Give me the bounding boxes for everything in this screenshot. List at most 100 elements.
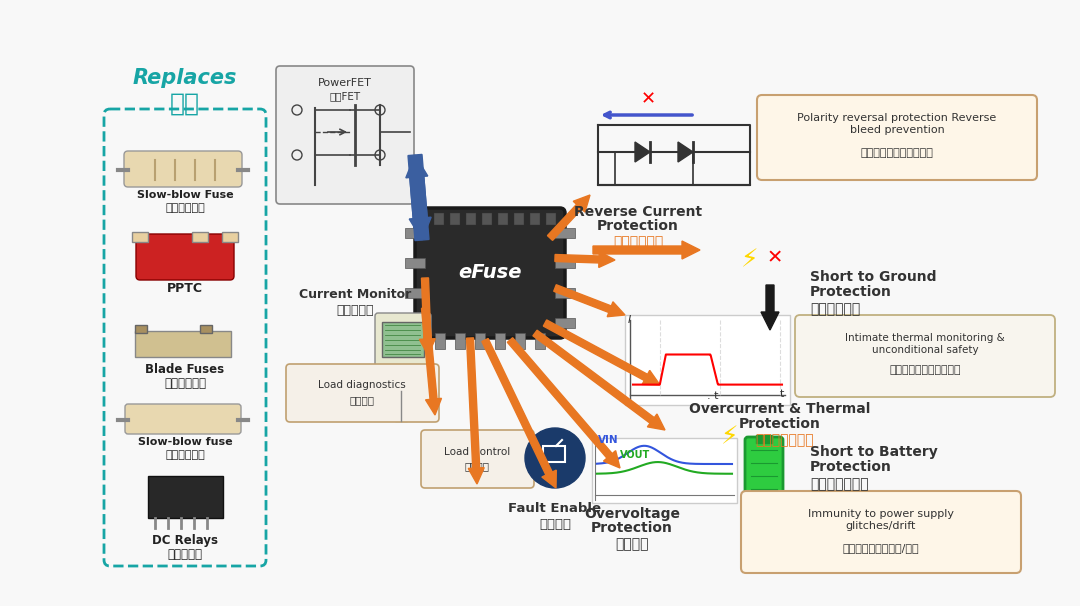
Polygon shape (421, 308, 442, 415)
Text: 电流监控器: 电流监控器 (336, 304, 374, 316)
Text: Load diagnostics: Load diagnostics (319, 380, 406, 390)
Circle shape (525, 428, 585, 488)
Text: 直流继电器: 直流继电器 (167, 548, 203, 561)
Polygon shape (467, 338, 484, 484)
FancyBboxPatch shape (136, 234, 234, 280)
Text: ⚡: ⚡ (741, 248, 759, 272)
Bar (450, 213, 460, 225)
Text: VOUT: VOUT (620, 450, 650, 460)
Text: Replaces: Replaces (133, 68, 238, 88)
Text: PowerFET: PowerFET (319, 78, 372, 88)
Polygon shape (635, 142, 650, 162)
Bar (455, 333, 465, 349)
Text: 刀片式保险丝: 刀片式保险丝 (164, 377, 206, 390)
Text: Load Control: Load Control (444, 447, 510, 457)
FancyBboxPatch shape (795, 315, 1055, 397)
Text: Protection: Protection (597, 219, 679, 233)
Text: 过流和过热保护: 过流和过热保护 (755, 433, 813, 447)
Bar (555, 318, 575, 328)
Bar (555, 288, 575, 298)
FancyBboxPatch shape (741, 491, 1021, 573)
Polygon shape (419, 278, 435, 355)
Polygon shape (543, 320, 660, 385)
Text: 密切的热监测和无忧安全: 密切的热监测和无忧安全 (889, 365, 961, 375)
Text: ✕: ✕ (640, 90, 656, 108)
Text: Overcurrent & Thermal: Overcurrent & Thermal (689, 402, 870, 416)
Bar (405, 288, 426, 298)
FancyBboxPatch shape (745, 437, 783, 508)
Text: Protection: Protection (810, 460, 892, 474)
Text: Short to Ground: Short to Ground (810, 270, 936, 284)
Bar (434, 213, 444, 225)
Text: Slow-blow Fuse: Slow-blow Fuse (137, 190, 233, 200)
Bar (135, 325, 147, 333)
Text: 负载控制: 负载控制 (464, 461, 489, 471)
Text: Intimate thermal monitoring &
unconditional safety: Intimate thermal monitoring & unconditio… (846, 333, 1004, 355)
Bar (148, 476, 222, 518)
Bar (530, 213, 540, 225)
FancyBboxPatch shape (125, 404, 241, 434)
Polygon shape (555, 251, 615, 267)
Bar (495, 333, 505, 349)
Polygon shape (482, 339, 556, 488)
Text: eFuse: eFuse (458, 264, 522, 282)
Polygon shape (548, 195, 590, 241)
FancyBboxPatch shape (421, 430, 534, 488)
Text: PPTC: PPTC (167, 282, 203, 295)
Text: Polarity reversal protection Reverse
bleed prevention: Polarity reversal protection Reverse ble… (797, 113, 997, 135)
Bar (132, 232, 148, 242)
Polygon shape (408, 155, 431, 240)
Bar (405, 258, 426, 268)
Text: 更换: 更换 (170, 92, 200, 116)
Bar (395, 391, 407, 421)
FancyBboxPatch shape (124, 151, 242, 187)
Text: 慢燕断保险丝: 慢燕断保险丝 (165, 203, 205, 213)
Text: DC Relays: DC Relays (152, 534, 218, 547)
Text: Immunity to power supply
glitches/drift: Immunity to power supply glitches/drift (808, 509, 954, 531)
Text: 反极性保护避免反向渗出: 反极性保护避免反向渗出 (861, 148, 933, 158)
Bar (592, 438, 737, 503)
Text: Blade Fuses: Blade Fuses (146, 363, 225, 376)
Bar (543, 446, 565, 462)
Bar (200, 325, 212, 333)
Text: 对地短路保护: 对地短路保护 (810, 302, 861, 316)
FancyBboxPatch shape (415, 208, 565, 338)
FancyBboxPatch shape (286, 364, 438, 422)
Text: t: t (780, 389, 784, 399)
FancyBboxPatch shape (276, 66, 414, 204)
Text: 对电池短路保护: 对电池短路保护 (810, 477, 868, 491)
Text: Overvoltage: Overvoltage (584, 507, 680, 521)
Text: 功率FET: 功率FET (329, 91, 361, 101)
Bar (515, 333, 525, 349)
Text: Protection: Protection (739, 417, 821, 431)
Bar (546, 213, 556, 225)
Text: ✕: ✕ (767, 248, 783, 267)
Bar (535, 333, 545, 349)
Polygon shape (554, 285, 625, 317)
Text: Protection: Protection (810, 285, 892, 299)
Polygon shape (761, 285, 779, 330)
Text: Short to Battery: Short to Battery (810, 445, 937, 459)
Bar (498, 213, 508, 225)
Text: 负载诊断: 负载诊断 (350, 395, 375, 405)
Text: Current Monitor: Current Monitor (299, 288, 411, 302)
Polygon shape (593, 241, 700, 259)
Text: I: I (627, 315, 631, 325)
FancyBboxPatch shape (757, 95, 1037, 180)
Text: 慢燕断保险丝: 慢燕断保险丝 (165, 450, 205, 460)
Text: . t: . t (707, 391, 718, 401)
Bar (465, 213, 476, 225)
Text: ⚡: ⚡ (721, 425, 739, 449)
Text: Fault Enable: Fault Enable (509, 502, 602, 515)
Bar (382, 322, 424, 357)
Bar (475, 333, 485, 349)
Text: 可防止出现电压毛刺/漂移: 可防止出现电压毛刺/漂移 (842, 543, 919, 553)
Text: 过压保护: 过压保护 (616, 537, 649, 551)
Polygon shape (406, 155, 429, 241)
Polygon shape (532, 330, 665, 430)
Bar (625, 315, 789, 405)
Text: 故障报告: 故障报告 (539, 518, 571, 531)
Polygon shape (508, 338, 620, 468)
Bar (482, 213, 492, 225)
Bar (405, 318, 426, 328)
